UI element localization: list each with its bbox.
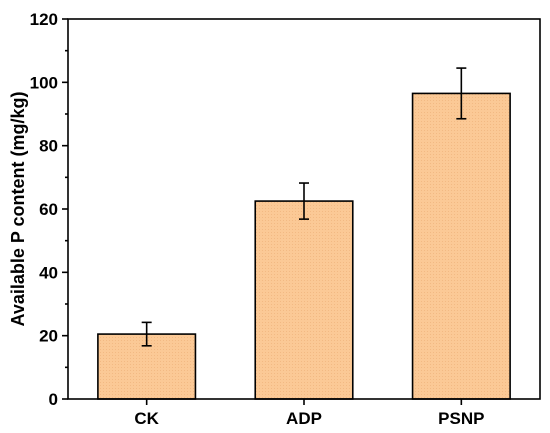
y-tick-label: 60 (39, 200, 58, 219)
error-bar-psnp (456, 67, 467, 120)
error-bar-ck (141, 321, 152, 347)
y-tick-label: 100 (30, 73, 58, 92)
x-tick-label: CK (134, 409, 159, 428)
error-bars (141, 67, 467, 347)
x-tick-label: PSNP (438, 409, 484, 428)
plot-frame (67, 18, 541, 400)
y-axis-ticks: 0 20 40 60 80 100 120 (30, 10, 68, 409)
y-tick-label: 20 (39, 327, 58, 346)
bar-psnp (411, 92, 511, 400)
y-axis-title: Available P content (mg/kg) (8, 91, 28, 326)
error-bar-adp (299, 182, 309, 220)
bar-adp (254, 200, 354, 400)
y-tick-label: 120 (30, 10, 58, 29)
x-tick-label: ADP (286, 409, 322, 428)
y-tick-label: 40 (39, 263, 58, 282)
y-tick-label: 0 (49, 390, 58, 409)
y-tick-label: 80 (39, 137, 58, 156)
x-axis-ticks: CK ADP PSNP (134, 399, 484, 428)
bars (97, 92, 511, 400)
